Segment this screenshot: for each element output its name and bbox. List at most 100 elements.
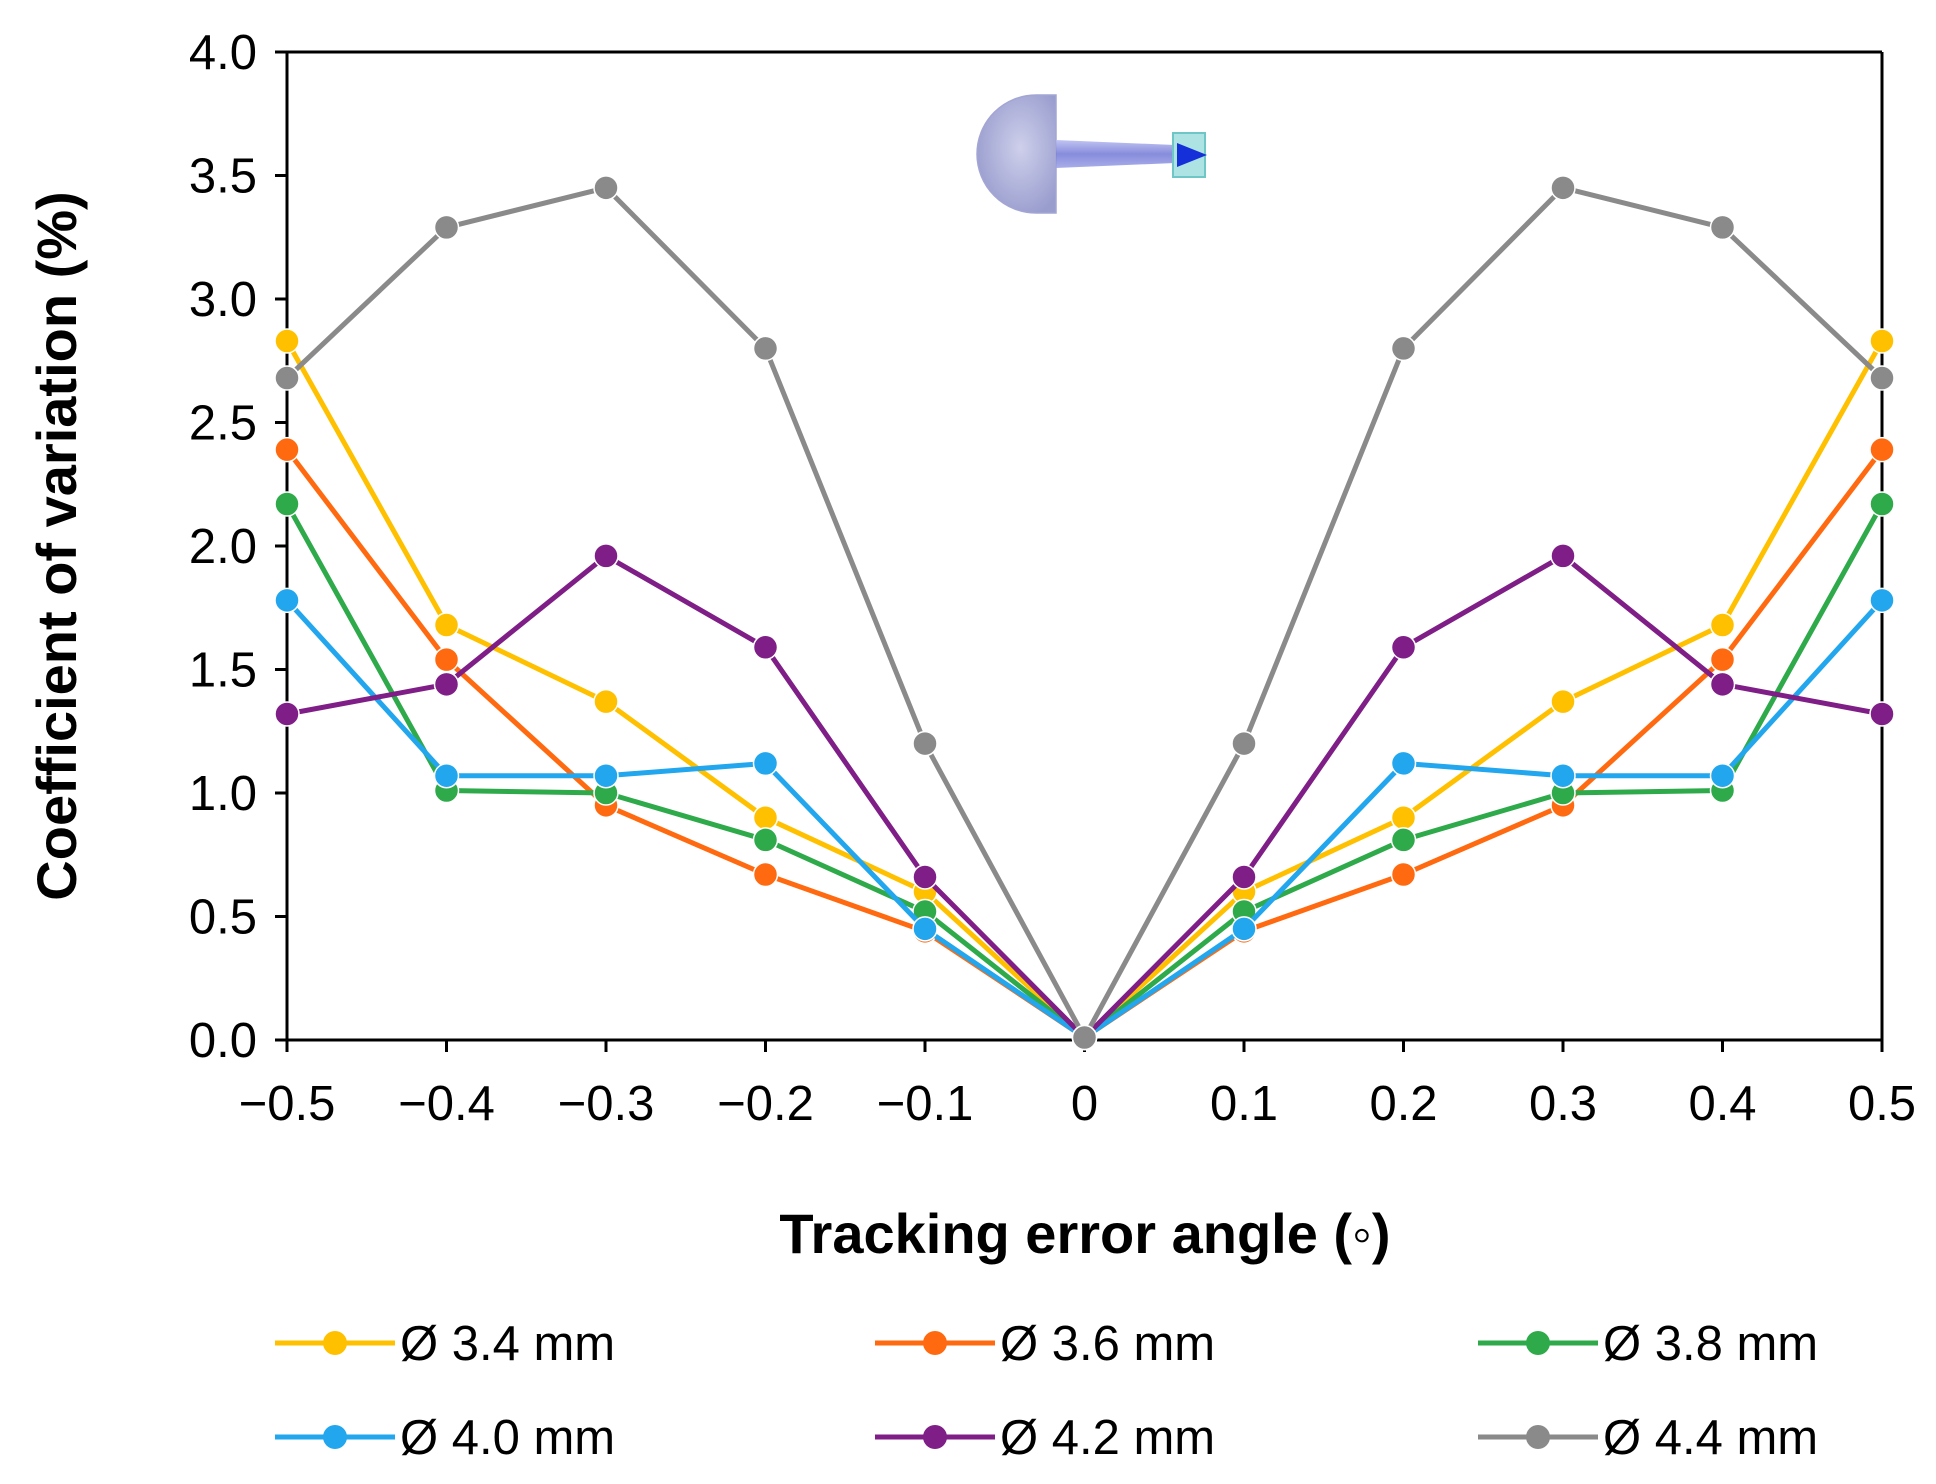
series-line bbox=[285, 448, 1884, 1040]
series-layer bbox=[274, 175, 1895, 1051]
data-point bbox=[274, 701, 300, 727]
data-point bbox=[1390, 634, 1417, 661]
y-tick-label: 4.0 bbox=[189, 26, 257, 80]
data-point bbox=[1390, 861, 1417, 888]
data-point bbox=[1869, 365, 1895, 391]
legend-label: Ø 3.8 mm bbox=[1603, 1317, 1818, 1371]
legend-marker bbox=[1526, 1331, 1550, 1355]
series-line bbox=[284, 339, 1885, 1040]
y-tick-label: 0.5 bbox=[189, 891, 257, 945]
x-axis-ticks: −0.5 −0.4 −0.3 −0.2 −0.1 0 0.1 0.2 0.3 0.4 0.5 bbox=[239, 1040, 1916, 1131]
x-tick-label: −0.5 bbox=[239, 1077, 336, 1131]
data-point bbox=[1869, 491, 1895, 517]
y-tick-label: 3.5 bbox=[189, 150, 257, 204]
data-point bbox=[433, 646, 460, 673]
data-point bbox=[274, 587, 300, 614]
data-point bbox=[912, 916, 938, 942]
series-line bbox=[285, 185, 1884, 1040]
data-point bbox=[593, 543, 619, 569]
data-point bbox=[1231, 864, 1257, 890]
data-point bbox=[593, 175, 619, 201]
legend-label: Ø 3.4 mm bbox=[400, 1317, 615, 1371]
data-point bbox=[1550, 175, 1576, 201]
legend-marker bbox=[323, 1425, 347, 1449]
y-tick-label: 3.0 bbox=[189, 273, 257, 327]
series-line bbox=[284, 502, 1885, 1040]
x-tick-label: 0.4 bbox=[1688, 1077, 1756, 1131]
y-tick-label: 1.5 bbox=[189, 644, 257, 698]
x-tick-label: −0.3 bbox=[558, 1077, 655, 1131]
legend-label: Ø 4.4 mm bbox=[1603, 1411, 1818, 1465]
y-tick-label: 1.0 bbox=[189, 767, 257, 821]
data-point bbox=[912, 730, 938, 757]
y-tick-label: 2.5 bbox=[189, 397, 257, 451]
data-point bbox=[1231, 730, 1257, 757]
data-point bbox=[1550, 543, 1576, 569]
x-tick-label: 0.1 bbox=[1210, 1077, 1278, 1131]
data-point bbox=[752, 804, 779, 831]
y-axis-title: Coefficient of variation (%) bbox=[25, 191, 88, 900]
series-3 bbox=[274, 491, 1895, 1051]
series-line bbox=[286, 553, 1883, 1040]
legend-marker bbox=[323, 1331, 347, 1355]
x-tick-label: −0.1 bbox=[877, 1077, 974, 1131]
data-point bbox=[593, 688, 619, 715]
x-tick-label: 0 bbox=[1071, 1077, 1098, 1131]
series-6 bbox=[274, 175, 1895, 1051]
legend-marker bbox=[923, 1331, 947, 1355]
series-2 bbox=[274, 436, 1895, 1051]
legend-item: Ø 3.4 mm bbox=[275, 1317, 615, 1371]
data-point bbox=[433, 762, 460, 789]
plot-frame bbox=[285, 50, 1884, 1042]
legend-item: Ø 4.4 mm bbox=[1478, 1411, 1818, 1465]
data-point bbox=[274, 328, 300, 354]
data-point bbox=[1709, 214, 1736, 241]
legend-item: Ø 4.2 mm bbox=[875, 1411, 1215, 1465]
data-point bbox=[1869, 701, 1895, 727]
data-point bbox=[1390, 804, 1417, 831]
data-point bbox=[752, 861, 779, 888]
x-axis-title: Tracking error angle (◦) bbox=[779, 1202, 1390, 1265]
data-point bbox=[274, 491, 300, 517]
data-point bbox=[433, 214, 460, 241]
data-point bbox=[752, 634, 779, 661]
series-1 bbox=[274, 328, 1895, 1051]
x-tick-label: 0.5 bbox=[1848, 1077, 1916, 1131]
data-point bbox=[1869, 436, 1895, 463]
data-point bbox=[752, 750, 779, 777]
y-tick-label: 0.0 bbox=[189, 1014, 257, 1068]
y-axis-ticks: 0.0 0.5 1.0 1.5 2.0 2.5 3.0 3.5 4.0 bbox=[189, 26, 287, 1068]
data-point bbox=[1550, 688, 1576, 715]
data-point bbox=[593, 762, 619, 789]
legend-label: Ø 4.0 mm bbox=[400, 1411, 615, 1465]
data-point bbox=[1869, 587, 1895, 614]
legend-label: Ø 4.2 mm bbox=[1000, 1411, 1215, 1465]
data-point bbox=[912, 864, 938, 890]
data-point bbox=[752, 335, 779, 362]
legend-item: Ø 3.8 mm bbox=[1478, 1317, 1818, 1371]
data-point bbox=[274, 436, 300, 463]
data-point bbox=[1709, 671, 1736, 698]
legend-label: Ø 3.6 mm bbox=[1000, 1317, 1215, 1371]
data-point bbox=[1550, 762, 1576, 789]
x-tick-label: −0.4 bbox=[398, 1077, 495, 1131]
legend: Ø 3.4 mm Ø 3.6 mm Ø 3.8 mm Ø 4.0 mm Ø 4.2 mm… bbox=[275, 1317, 1818, 1465]
data-point bbox=[433, 612, 460, 638]
data-point bbox=[1709, 646, 1736, 673]
x-tick-label: 0.3 bbox=[1529, 1077, 1597, 1131]
series-5 bbox=[274, 543, 1895, 1051]
data-point bbox=[1390, 750, 1417, 777]
data-point bbox=[1071, 1024, 1098, 1051]
data-point bbox=[1869, 328, 1895, 354]
data-point bbox=[1709, 612, 1736, 638]
data-point bbox=[752, 827, 779, 853]
legend-marker bbox=[1526, 1425, 1550, 1449]
data-point bbox=[1390, 827, 1417, 853]
x-tick-label: −0.2 bbox=[717, 1077, 814, 1131]
data-point bbox=[1390, 335, 1417, 362]
x-tick-label: 0.2 bbox=[1369, 1077, 1437, 1131]
data-point bbox=[1709, 762, 1736, 789]
y-tick-label: 2.0 bbox=[189, 520, 257, 574]
data-point bbox=[274, 365, 300, 391]
lens-tube-sensor-icon bbox=[976, 94, 1207, 214]
